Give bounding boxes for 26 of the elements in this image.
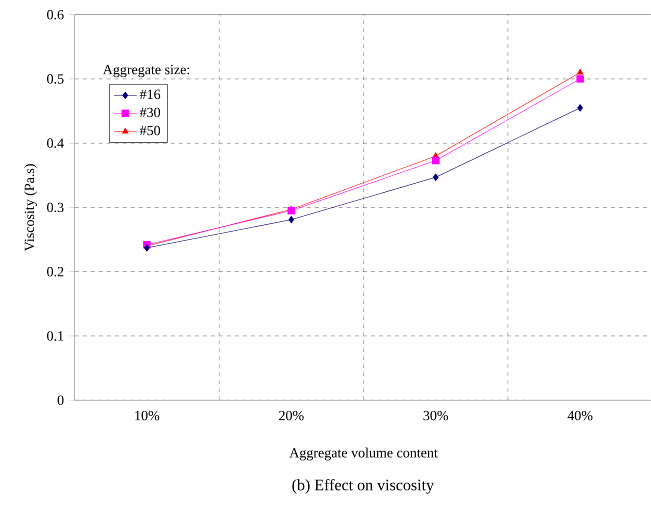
point — [288, 216, 294, 224]
y-tick-label: 0 — [58, 395, 64, 405]
x-tick-label: 30% — [424, 410, 448, 420]
point — [432, 156, 440, 164]
text: (b) Effect on viscosity — [292, 478, 434, 494]
legend-label: #50 — [140, 126, 160, 136]
y-tick-label: 0.4 — [47, 138, 64, 148]
y-tick-label: 0.1 — [47, 331, 64, 341]
legend-label: #16 — [140, 90, 160, 99]
y-tick-label: 0.3 — [47, 202, 64, 212]
x-tick-label: 20% — [279, 410, 304, 420]
point — [576, 75, 584, 83]
y-tick-label: 0.2 — [47, 266, 64, 276]
x-axis-title: Aggregate volume content — [289, 448, 438, 460]
x-tick-label: 10% — [135, 410, 160, 420]
point — [577, 104, 583, 112]
legend-title: Aggregate size: — [102, 64, 190, 78]
y-tick-label: 0.6 — [47, 10, 64, 20]
point — [288, 206, 296, 214]
y-tick-label: 0.5 — [47, 74, 64, 84]
point — [576, 68, 584, 74]
x-tick-label: 40% — [568, 410, 592, 420]
point — [432, 173, 439, 181]
y-axis-title: Viscosity (Pa.s) — [24, 164, 37, 252]
point — [144, 244, 150, 252]
legend-label: #30 — [140, 108, 160, 118]
